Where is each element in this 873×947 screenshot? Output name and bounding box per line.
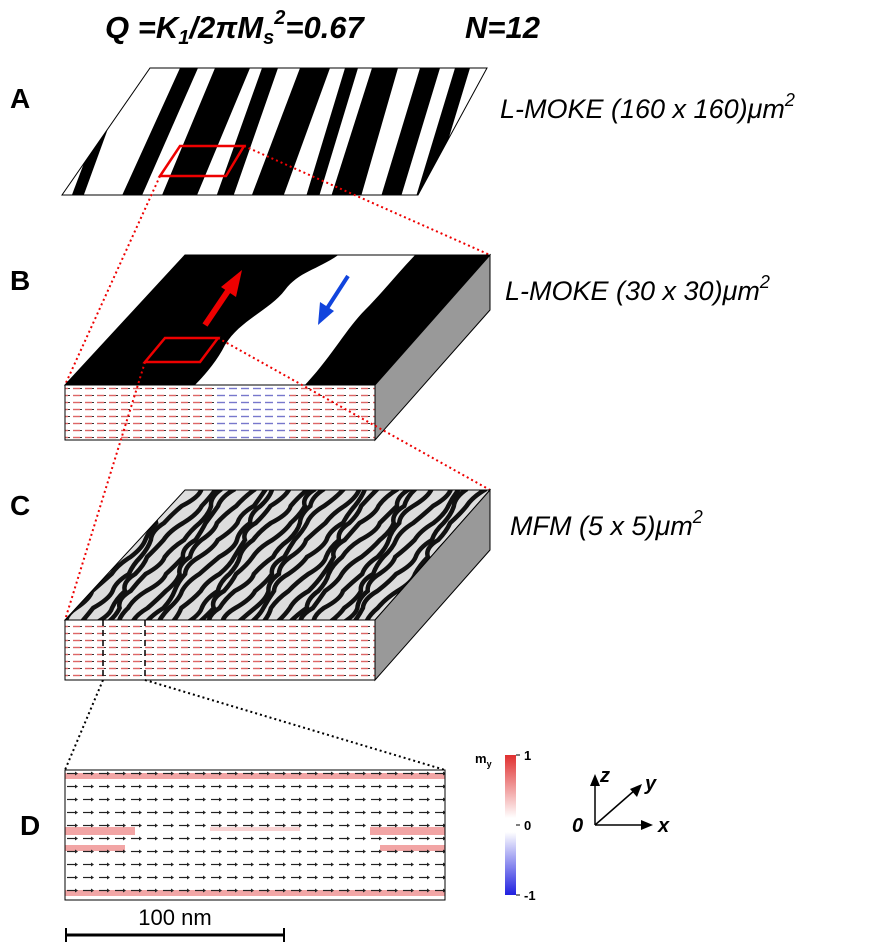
panel-label: D <box>20 810 40 841</box>
title-part: 2 <box>273 7 285 29</box>
caption-text: MFM (5 x 5)μm <box>510 511 693 541</box>
scale-bar-label: 100 nm <box>138 905 211 930</box>
figure: Q =K1/2πMs2=0.67 N=12 A L-MOKE (160 x 16… <box>0 0 873 947</box>
mfm-stripe <box>0 489 5 625</box>
colorbar <box>505 755 516 895</box>
title-part: s <box>263 27 274 49</box>
caption-sup: 2 <box>784 90 795 110</box>
title-part: Q =K <box>105 10 181 45</box>
arrow-head <box>630 784 642 797</box>
colorbar-tick-label: -1 <box>524 888 536 903</box>
panel-label: B <box>10 265 30 296</box>
zoom-line <box>145 680 445 770</box>
colorbar-label: my <box>475 751 492 769</box>
axis-label: y <box>644 773 657 795</box>
caption: L-MOKE (30 x 30)μm2 <box>505 272 770 306</box>
zoom-line <box>65 680 103 770</box>
title: Q =K1/2πMs2=0.67 <box>105 7 366 49</box>
caption-text: L-MOKE (30 x 30)μm <box>505 276 760 306</box>
panel-label: A <box>10 83 30 114</box>
colorbar-tick-label: 0 <box>524 818 531 833</box>
arrow-head <box>641 820 653 830</box>
caption: MFM (5 x 5)μm2 <box>510 507 703 541</box>
title-part: =0.67 <box>285 10 365 45</box>
title-n: N=12 <box>465 10 540 45</box>
front-face-blue <box>215 386 290 439</box>
title-part: /2πM <box>187 10 264 45</box>
colorbar-label-text: m <box>475 751 487 766</box>
caption-sup: 2 <box>692 507 703 527</box>
axis-label: x <box>657 815 670 837</box>
colorbar-tick-label: 1 <box>524 748 531 763</box>
caption-sup: 2 <box>759 272 770 292</box>
colorbar-label-sub: y <box>487 759 492 769</box>
caption-text: L-MOKE (160 x 160)μm <box>500 94 785 124</box>
axis-label: 0 <box>572 815 583 837</box>
axis-label: z <box>599 765 610 787</box>
axis-y <box>595 790 635 825</box>
vector-field <box>65 770 445 900</box>
front-face <box>65 620 375 680</box>
arrow-head <box>590 774 600 786</box>
title-part: 1 <box>178 27 189 49</box>
panel-label: C <box>10 490 30 521</box>
caption: L-MOKE (160 x 160)μm2 <box>500 90 795 124</box>
